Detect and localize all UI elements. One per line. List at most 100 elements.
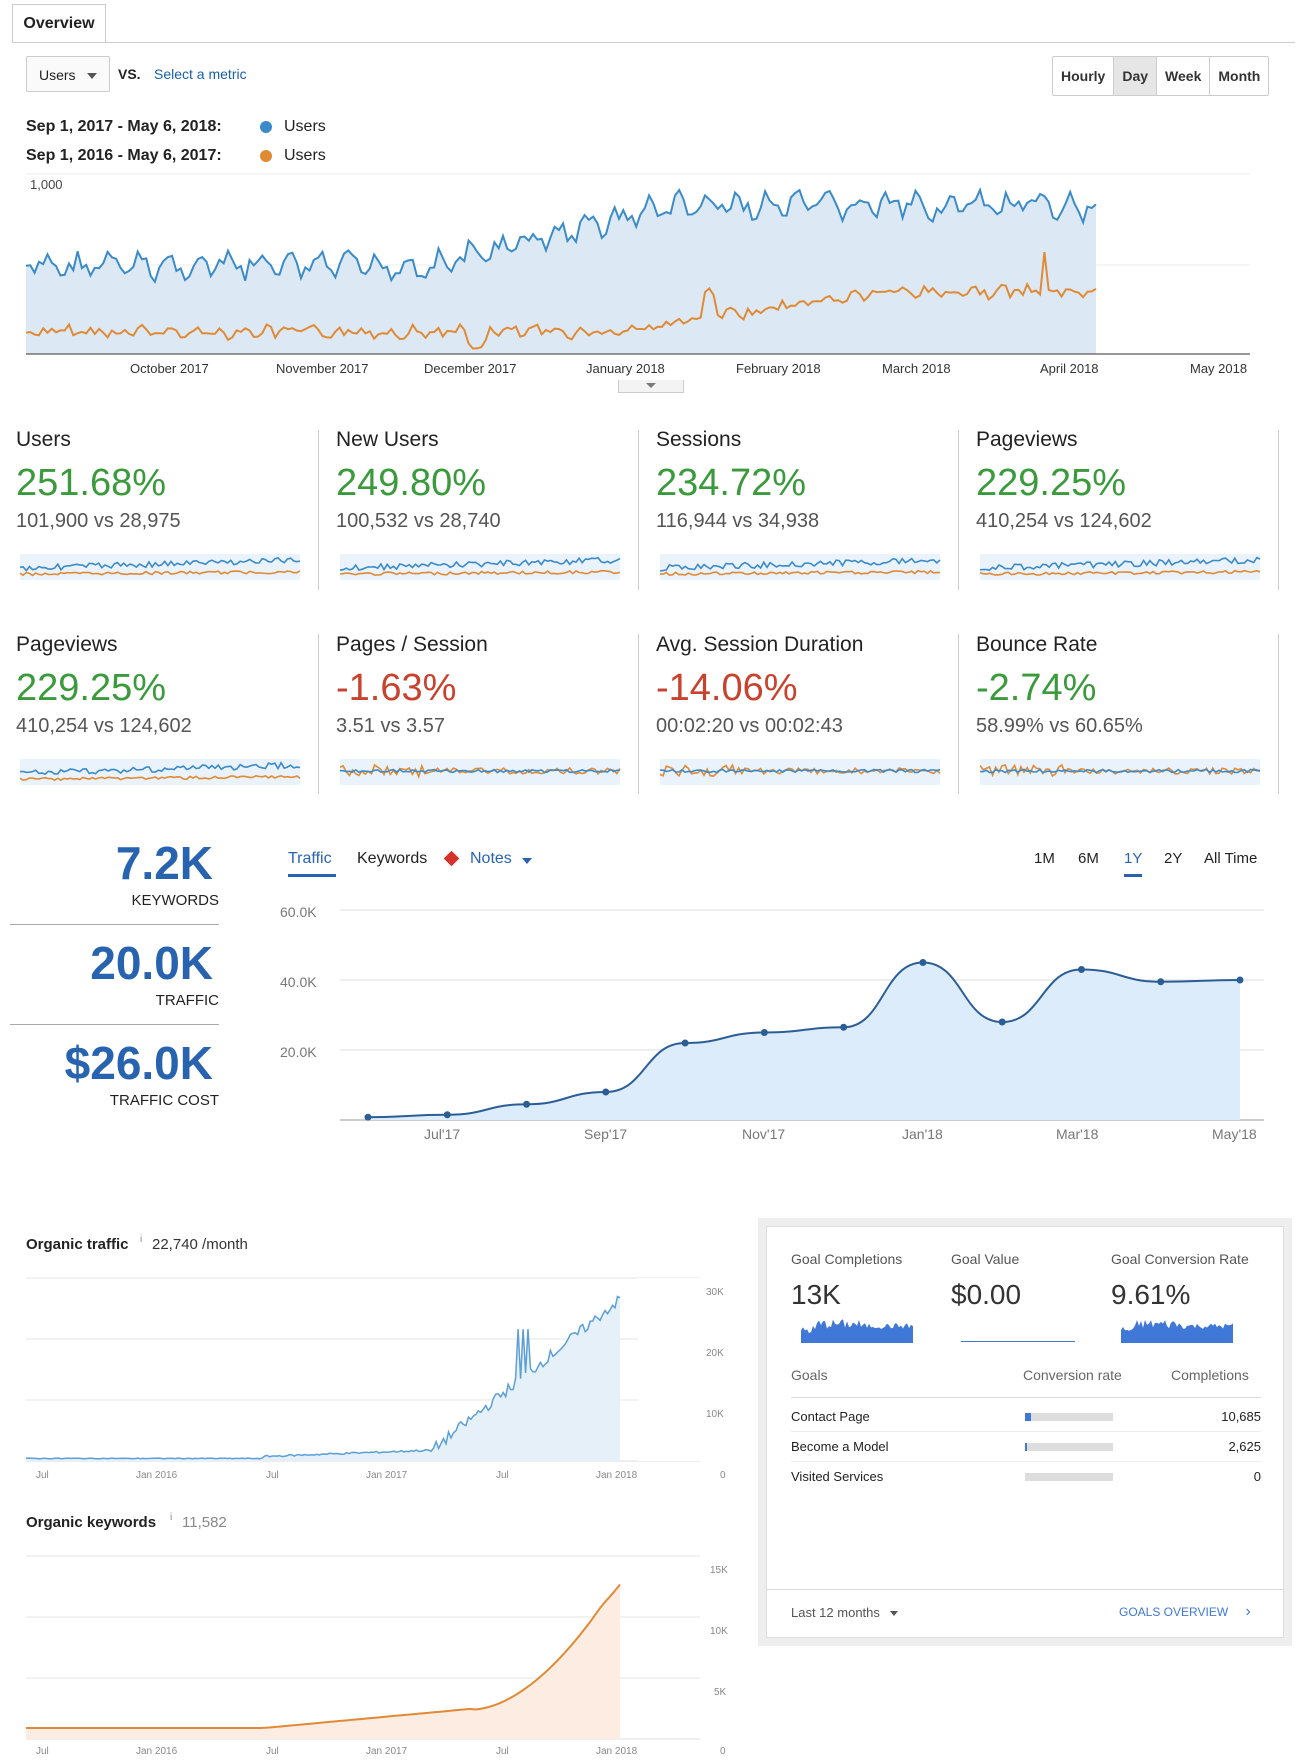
y-label: 20K xyxy=(706,1348,724,1359)
sparkline-background xyxy=(20,554,300,580)
traffic-point[interactable] xyxy=(443,1111,451,1119)
goal-completions: 2,625 xyxy=(1228,1439,1261,1454)
conversion-rate-fill xyxy=(1025,1443,1027,1451)
organic-traffic-area xyxy=(26,1296,620,1461)
vs-label: VS. xyxy=(118,66,141,82)
metric-compare: 3.51 vs 3.57 xyxy=(336,715,445,737)
metric-users[interactable]: Users 251.68% 101,900 vs 28,975 xyxy=(16,428,320,592)
conversion-rate-bar xyxy=(1025,1473,1113,1481)
traffic-point[interactable] xyxy=(998,1018,1006,1026)
granularity-selector: Hourly Day Week Month xyxy=(1052,56,1270,96)
granularity-hourly-button[interactable]: Hourly xyxy=(1053,57,1115,95)
traffic-point[interactable] xyxy=(919,959,927,966)
divider xyxy=(638,634,639,794)
traffic-area-chart xyxy=(340,909,1264,1121)
goal-rate-sparkline xyxy=(1121,1319,1233,1343)
range-6m-button[interactable]: 6M xyxy=(1078,850,1099,867)
x-label-apr-2018: April 2018 xyxy=(1040,361,1099,376)
granularity-month-button[interactable]: Month xyxy=(1218,68,1261,84)
metric-bounce-rate[interactable]: Bounce Rate -2.74% 58.99% vs 60.65% xyxy=(976,633,1280,797)
organic-keywords-line xyxy=(26,1583,621,1729)
period-dropdown[interactable]: Last 12 months xyxy=(791,1605,898,1620)
y-label: 10K xyxy=(706,1409,724,1420)
sparkline-previous xyxy=(340,569,621,576)
range-1y-button[interactable]: 1Y xyxy=(1124,850,1143,867)
tab-traffic[interactable]: Traffic xyxy=(288,850,332,867)
metric-name: New Users xyxy=(336,428,439,451)
goals-col-header: Goals xyxy=(791,1367,828,1383)
notes-diamond-icon xyxy=(443,850,460,867)
goal-row[interactable]: Visited Services 0 xyxy=(791,1463,1261,1491)
sparkline-current xyxy=(20,556,301,572)
traffic-point[interactable] xyxy=(364,1113,372,1121)
x-label: Nov'17 xyxy=(742,1126,786,1142)
y-label: 5K xyxy=(714,1687,727,1698)
users-line-chart xyxy=(26,173,1250,355)
y-label-1000: 1,000 xyxy=(30,177,63,192)
goal-completions-spark-fill xyxy=(801,1319,913,1343)
traffic-label: TRAFFIC xyxy=(155,992,219,1009)
metric-dropdown[interactable]: Users xyxy=(26,56,110,92)
caret-down-icon xyxy=(522,858,532,864)
traffic-point[interactable] xyxy=(760,1029,768,1036)
legend-dot-previous xyxy=(260,150,272,162)
traffic-point[interactable] xyxy=(1157,978,1165,986)
divider xyxy=(318,430,319,590)
tab-notes[interactable]: Notes xyxy=(470,850,512,867)
goal-name: Contact Page xyxy=(791,1409,870,1424)
traffic-point[interactable] xyxy=(1236,976,1244,984)
divider xyxy=(767,1589,1283,1590)
tab-overview[interactable]: Overview xyxy=(12,4,106,43)
organic-traffic-chart xyxy=(26,1277,700,1462)
goal-completions-sparkline xyxy=(801,1319,913,1343)
goal-completions-label: Goal Completions xyxy=(791,1251,903,1267)
completions-col-header: Completions xyxy=(1171,1367,1249,1383)
x-label: Jul xyxy=(36,1746,49,1757)
divider xyxy=(1278,430,1279,590)
conversion-rate-bar xyxy=(1025,1443,1113,1451)
organic-traffic-value: 22,740 /month xyxy=(152,1236,248,1253)
goals-overview-link[interactable]: GOALS OVERVIEW › xyxy=(1119,1603,1251,1621)
metric-change: 249.80% xyxy=(336,462,487,504)
metric-avg-session-duration[interactable]: Avg. Session Duration -14.06% 00:02:20 v… xyxy=(656,633,960,797)
keywords-value: 7.2K xyxy=(115,837,213,889)
range-1m-button[interactable]: 1M xyxy=(1034,850,1055,867)
goal-rate-label: Goal Conversion Rate xyxy=(1111,1251,1249,1267)
traffic-area xyxy=(368,962,1240,1120)
select-metric-link[interactable]: Select a metric xyxy=(154,66,247,82)
goal-row[interactable]: Become a Model 2,625 xyxy=(791,1433,1261,1462)
traffic-point[interactable] xyxy=(523,1100,531,1108)
metric-change: 229.25% xyxy=(976,462,1127,504)
traffic-point[interactable] xyxy=(602,1088,610,1096)
legend-range-current: Sep 1, 2017 - May 6, 2018: xyxy=(26,118,222,135)
info-icon[interactable]: i xyxy=(140,1234,143,1245)
x-label: Jan 2018 xyxy=(596,1470,638,1481)
chevron-down-icon xyxy=(646,383,656,388)
metric-pages-per-session[interactable]: Pages / Session -1.63% 3.51 vs 3.57 xyxy=(336,633,640,797)
tab-keywords[interactable]: Keywords xyxy=(357,850,428,867)
chart-collapse-handle[interactable] xyxy=(618,380,684,393)
range-all-time-button[interactable]: All Time xyxy=(1204,850,1258,867)
traffic-point[interactable] xyxy=(840,1023,848,1031)
metric-new-users[interactable]: New Users 249.80% 100,532 vs 28,740 xyxy=(336,428,640,592)
x-label: Jul xyxy=(36,1470,49,1481)
range-2y-button[interactable]: 2Y xyxy=(1164,850,1183,867)
x-label: Jul xyxy=(496,1470,509,1481)
current-users-area xyxy=(26,190,1096,354)
pages-session-sparkline xyxy=(340,759,621,785)
metric-pageviews[interactable]: Pageviews 229.25% 410,254 vs 124,602 xyxy=(976,428,1280,592)
granularity-day-button[interactable]: Day xyxy=(1114,57,1158,95)
metric-name: Bounce Rate xyxy=(976,633,1098,656)
metric-compare: 00:02:20 vs 00:02:43 xyxy=(656,715,843,737)
conversion-rate-col-header: Conversion rate xyxy=(1023,1367,1122,1383)
goal-row[interactable]: Contact Page 10,685 xyxy=(791,1403,1261,1432)
traffic-point[interactable] xyxy=(681,1039,689,1047)
goal-rate-value: 9.61% xyxy=(1111,1279,1191,1310)
metric-sessions[interactable]: Sessions 234.72% 116,944 vs 34,938 xyxy=(656,428,960,592)
traffic-point[interactable] xyxy=(1077,966,1085,973)
metric-pageviews-2[interactable]: Pageviews 229.25% 410,254 vs 124,602 xyxy=(16,633,320,797)
divider xyxy=(791,1397,1261,1398)
caret-down-icon xyxy=(889,1611,898,1617)
info-icon[interactable]: i xyxy=(170,1512,173,1523)
granularity-week-button[interactable]: Week xyxy=(1157,57,1211,95)
